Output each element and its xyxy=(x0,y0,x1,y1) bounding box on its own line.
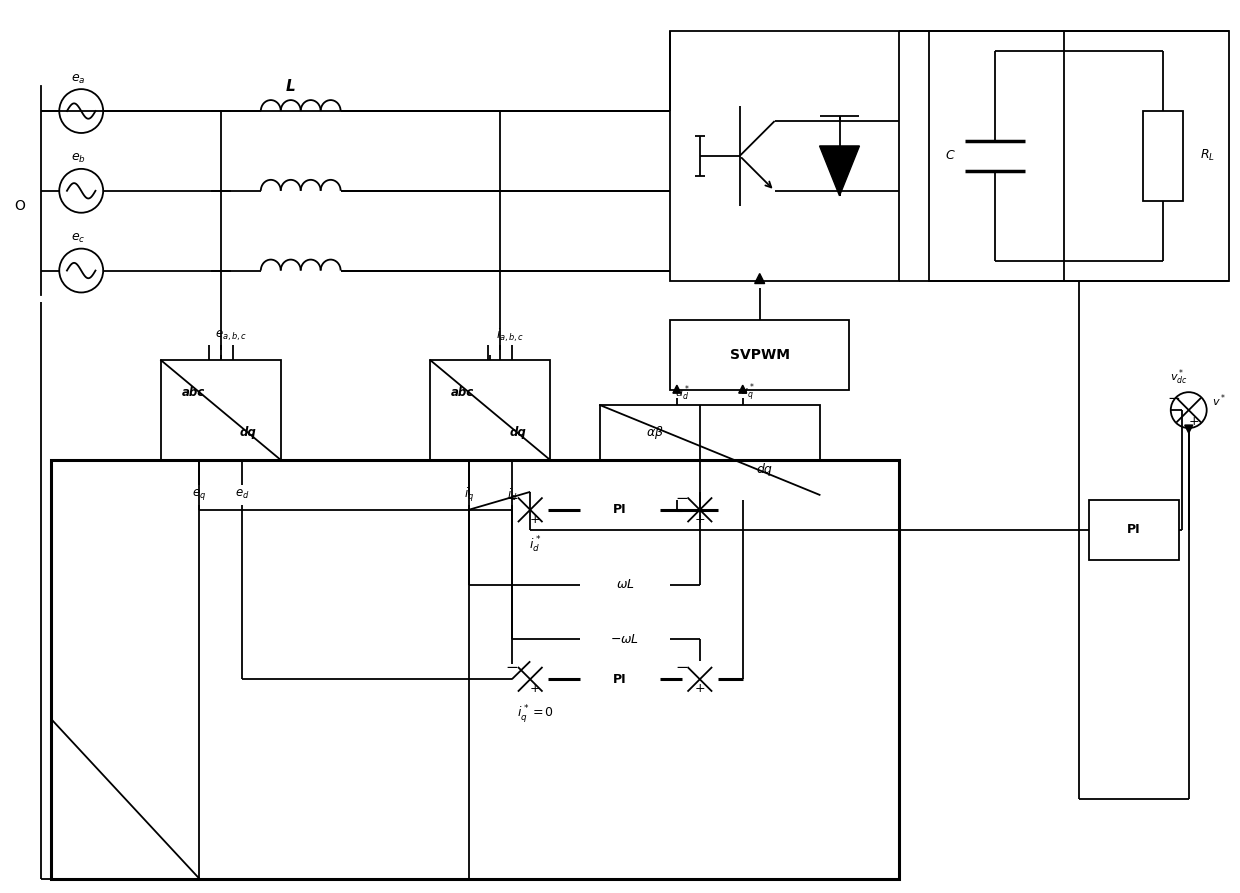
Polygon shape xyxy=(526,495,534,503)
Text: $R_L$: $R_L$ xyxy=(1200,148,1215,163)
Text: $\alpha\beta$: $\alpha\beta$ xyxy=(646,423,663,440)
Text: +: + xyxy=(694,682,706,696)
Polygon shape xyxy=(739,385,746,393)
Text: $e_c$: $e_c$ xyxy=(71,232,86,246)
Text: abc: abc xyxy=(182,386,205,398)
Text: −: − xyxy=(676,660,688,675)
Text: $e_{a,b,c}$: $e_{a,b,c}$ xyxy=(215,328,247,343)
Text: $i_q$: $i_q$ xyxy=(464,486,474,504)
Polygon shape xyxy=(585,580,593,588)
Text: +: + xyxy=(529,513,541,526)
Text: −: − xyxy=(676,491,688,505)
Text: −: − xyxy=(506,491,518,505)
Text: $e_q$: $e_q$ xyxy=(192,488,206,503)
Polygon shape xyxy=(696,664,704,672)
Text: $v^*$: $v^*$ xyxy=(1211,392,1226,408)
Bar xyxy=(580,485,660,535)
Polygon shape xyxy=(739,495,746,503)
Bar xyxy=(1089,500,1179,560)
Polygon shape xyxy=(526,699,534,707)
Text: +: + xyxy=(529,682,541,696)
Polygon shape xyxy=(755,273,765,283)
Text: PI: PI xyxy=(614,504,626,516)
Text: SVPWM: SVPWM xyxy=(729,348,790,363)
Text: $i_q^*=0$: $i_q^*=0$ xyxy=(517,703,554,725)
Text: C: C xyxy=(946,149,955,163)
Polygon shape xyxy=(673,385,681,393)
Text: −: − xyxy=(1167,391,1180,406)
Text: O: O xyxy=(14,199,25,213)
Bar xyxy=(929,31,1229,280)
Text: $-\omega L$: $-\omega L$ xyxy=(610,633,640,646)
Text: $u_d^*$: $u_d^*$ xyxy=(675,383,689,403)
Bar xyxy=(600,405,820,495)
Polygon shape xyxy=(516,505,523,513)
Bar xyxy=(51,460,899,879)
Text: $v_{dc}^*$: $v_{dc}^*$ xyxy=(1169,367,1188,387)
Polygon shape xyxy=(673,495,681,503)
Polygon shape xyxy=(585,636,593,643)
Polygon shape xyxy=(516,675,523,683)
Bar xyxy=(580,655,660,705)
Text: $e_b$: $e_b$ xyxy=(71,153,86,165)
Text: PI: PI xyxy=(614,672,626,686)
Text: +: + xyxy=(694,513,706,526)
Text: −: − xyxy=(506,660,518,675)
Bar xyxy=(161,360,280,460)
Text: PI: PI xyxy=(1127,523,1141,536)
Text: L: L xyxy=(286,79,295,94)
Text: +: + xyxy=(1188,415,1199,428)
Polygon shape xyxy=(526,664,534,672)
Text: dq: dq xyxy=(510,426,526,438)
Text: dq: dq xyxy=(241,426,257,438)
Polygon shape xyxy=(1184,425,1193,433)
Bar xyxy=(580,620,670,659)
Text: abc: abc xyxy=(451,386,475,398)
Bar xyxy=(670,31,899,280)
Polygon shape xyxy=(696,495,704,503)
Text: $\omega L$: $\omega L$ xyxy=(615,578,635,591)
Bar xyxy=(670,321,849,390)
Bar xyxy=(580,564,670,605)
Polygon shape xyxy=(526,530,534,538)
Text: $i_d^*$: $i_d^*$ xyxy=(529,535,542,555)
Text: $i_d$: $i_d$ xyxy=(507,487,517,503)
Text: $u_q^*$: $u_q^*$ xyxy=(740,382,755,405)
Text: $i_{a,b,c}$: $i_{a,b,c}$ xyxy=(496,327,525,344)
Bar xyxy=(430,360,551,460)
Text: $e_d$: $e_d$ xyxy=(236,488,249,501)
Polygon shape xyxy=(820,146,859,196)
Text: $e_a$: $e_a$ xyxy=(71,72,86,86)
Bar xyxy=(1143,111,1183,201)
Text: dq: dq xyxy=(756,463,773,476)
